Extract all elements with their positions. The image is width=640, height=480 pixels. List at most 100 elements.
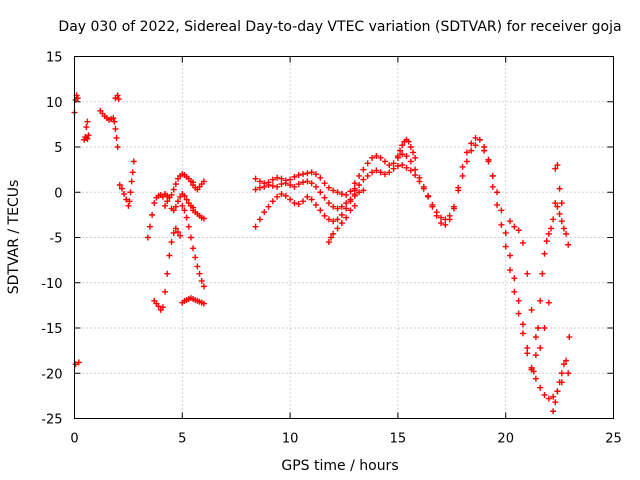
data-point [390,165,397,172]
data-point [515,227,522,234]
data-point [532,375,539,382]
data-point [274,193,281,200]
data-point [118,185,125,192]
data-point [351,192,358,199]
data-point [168,191,175,198]
data-point [565,370,572,377]
data-point [325,216,332,223]
data-point [159,304,166,311]
data-point [170,229,177,236]
data-point [539,270,546,277]
data-point [330,187,337,194]
data-point [537,384,544,391]
data-point [300,198,307,205]
data-point [565,241,572,248]
data-point [278,175,285,182]
data-point [356,182,363,189]
data-point [369,169,376,176]
data-point [554,388,561,395]
data-point [552,165,559,172]
series-arc-3.4h [144,191,173,241]
data-point [343,191,350,198]
data-point [312,171,319,178]
data-point [282,180,289,187]
data-point [269,176,276,183]
data-point [519,330,526,337]
data-point [308,169,315,176]
series-arc-15h-peak [394,136,419,161]
data-point [377,169,384,176]
data-point [381,171,388,178]
data-point [381,158,388,165]
data-point [450,203,457,210]
data-point [524,344,531,351]
data-point [407,144,414,150]
data-point [394,153,401,160]
chart-title: Day 030 of 2022, Sidereal Day-to-day VTE… [58,19,621,35]
data-point [545,299,552,306]
data-point [485,158,492,165]
series-arc-5.0h-down [179,202,207,290]
data-point [83,124,90,131]
series-arc-20.2h-rise [507,218,552,351]
data-point [287,196,294,203]
data-point [463,149,470,156]
data-point [295,181,302,188]
data-point [554,162,561,169]
data-point [325,184,332,191]
data-point [170,207,177,214]
data-point [405,138,412,145]
data-point [343,200,350,207]
data-point [85,132,92,139]
series-arc-19.5h-descent2 [489,183,535,373]
data-point [149,211,156,218]
data-point [110,115,117,122]
data-point [489,183,496,190]
data-point [121,191,128,198]
data-point [295,172,302,179]
data-point [556,185,563,192]
data-point [338,211,345,218]
data-point [338,191,345,198]
data-point [472,134,479,141]
data-point [162,288,169,295]
data-point [541,325,548,331]
data-point [476,136,483,143]
y-axis-label: SDTVAR / TECUs [6,180,22,295]
y-tick-label: 0 [54,186,62,201]
data-point [338,203,345,210]
data-point [356,172,363,179]
data-point [164,270,171,277]
data-point [75,359,82,366]
plot-frame [74,56,614,419]
y-tick-labels: -25 -20 -15 -10 -5 0 5 10 15 [41,51,62,428]
data-point [252,186,259,193]
data-point [459,163,466,170]
data-point [397,147,404,154]
data-point [198,277,205,284]
data-point [399,142,406,149]
y-tick-label: 15 [46,51,63,66]
data-point [317,189,324,196]
data-point [407,158,414,165]
data-point [472,142,479,149]
data-point [386,162,393,169]
data-point [123,196,130,203]
series-arc-13h-main [351,134,496,228]
y-tick-label: -15 [41,322,62,337]
data-point [183,196,190,203]
data-point [330,218,337,225]
data-point [185,223,192,230]
data-point [377,154,384,161]
grid-lines [74,56,614,419]
data-point [530,368,537,375]
data-point [321,194,328,201]
x-axis-label: GPS time / hours [281,458,398,474]
data-point [438,220,445,227]
data-point [321,212,328,219]
data-point [265,182,272,189]
data-point [537,344,544,351]
data-point [519,321,526,328]
data-point [265,203,272,210]
